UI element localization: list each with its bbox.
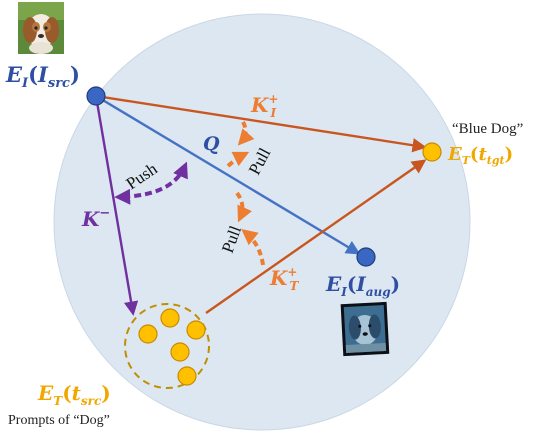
prompt-node (177, 366, 197, 386)
label-prompts-of-dog: Prompts of “Dog” (8, 413, 110, 428)
label-q: Q (203, 133, 220, 155)
label-k-i-plus: K+ I (250, 92, 278, 120)
pull-arrow-bottom-lower (241, 229, 265, 266)
prompt-node (138, 324, 158, 344)
label-e-t-src: ET(tsrc) (37, 381, 111, 408)
label-blue-dog: “Blue Dog” (452, 121, 523, 137)
target-text-node (422, 142, 442, 162)
push-arrow (114, 161, 188, 205)
pull-arrow-bottom-upper (235, 191, 252, 223)
blue-puppy-photo-icon (340, 301, 390, 357)
augmented-image-node (356, 247, 376, 267)
prompt-node (170, 342, 190, 362)
pull-arrow-top-lower (226, 151, 250, 168)
puppy-photo-icon (18, 2, 64, 54)
prompt-node (186, 320, 206, 340)
label-e-i-src: EI(Isrc) (5, 62, 80, 91)
prompt-node (160, 308, 180, 328)
query-arrow (95, 94, 361, 255)
label-k-t-plus: K+ T (269, 265, 299, 293)
label-e-t-tgt: ET(ttgt) (447, 144, 513, 167)
source-image-node (86, 86, 106, 106)
source-prompt-cluster (124, 303, 210, 389)
pull-arrow-top (237, 121, 255, 146)
k-t-plus-arrow (205, 159, 427, 314)
k-i-plus-arrow (95, 94, 427, 153)
label-k-minus: K− (81, 206, 110, 231)
label-e-i-aug: EI(Iaug) (325, 272, 400, 299)
